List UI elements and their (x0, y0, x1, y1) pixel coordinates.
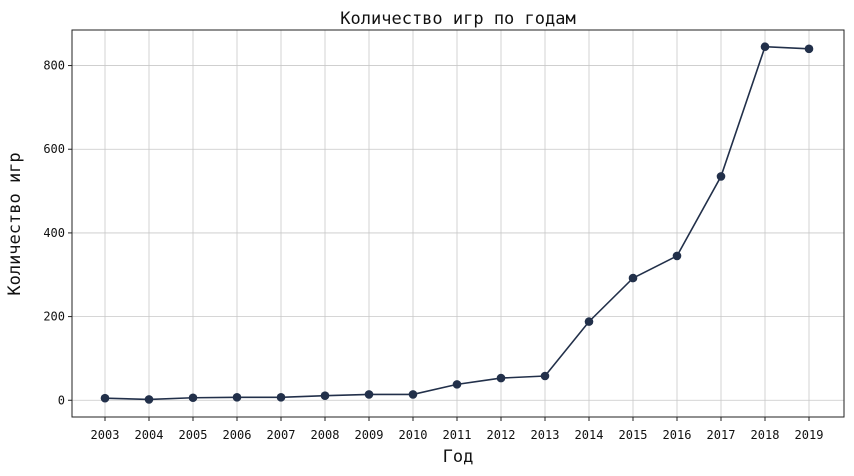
data-point (452, 380, 462, 389)
x-axis: 2003 2004 2005 2006 2007 2008 2009 2010 2011 2012… (91, 417, 824, 442)
y-tick-label: 200 (43, 310, 65, 324)
x-tick-label: 2006 (223, 428, 252, 442)
y-tick-label: 0 (58, 393, 65, 407)
data-point (584, 317, 594, 326)
data-point (408, 390, 418, 399)
data-point (760, 42, 770, 52)
x-tick-label: 2014 (575, 428, 604, 442)
plot-frame (71, 29, 845, 418)
x-tick-label: 2008 (311, 428, 340, 442)
grid (72, 30, 844, 417)
data-point (716, 172, 726, 181)
x-tick-label: 2007 (267, 428, 296, 442)
x-axis-label: Год (443, 447, 474, 467)
x-tick-label: 2013 (531, 428, 560, 442)
x-tick-label: 2003 (91, 428, 120, 442)
x-tick-label: 2009 (355, 428, 384, 442)
y-axis: 0 200 400 600 800 (43, 59, 72, 407)
y-tick-label: 600 (43, 142, 65, 156)
data-point (540, 371, 550, 381)
y-axis-label: Количество игр (5, 152, 25, 295)
x-tick-label: 2011 (443, 428, 472, 442)
data-point (188, 393, 198, 403)
data-point (320, 391, 330, 400)
x-tick-label: 2005 (179, 428, 208, 442)
y-tick-label: 800 (43, 59, 65, 73)
data-point (100, 393, 110, 403)
series-group (100, 42, 814, 404)
x-tick-label: 2012 (487, 428, 516, 442)
data-point (804, 44, 814, 54)
x-tick-label: 2010 (399, 428, 428, 442)
chart-title: Количество игр по годам (340, 9, 575, 29)
x-tick-label: 2017 (707, 428, 736, 442)
x-tick-label: 2004 (135, 428, 164, 442)
x-tick-label: 2015 (619, 428, 648, 442)
x-tick-label: 2018 (751, 428, 780, 442)
data-point (672, 251, 682, 261)
data-point (496, 373, 506, 383)
x-tick-label: 2019 (795, 428, 824, 442)
data-point (276, 393, 286, 402)
y-tick-label: 400 (43, 226, 65, 240)
x-tick-label: 2016 (663, 428, 692, 442)
data-point (232, 393, 242, 402)
data-point (144, 395, 154, 404)
data-point (364, 390, 374, 399)
data-point (628, 273, 638, 283)
